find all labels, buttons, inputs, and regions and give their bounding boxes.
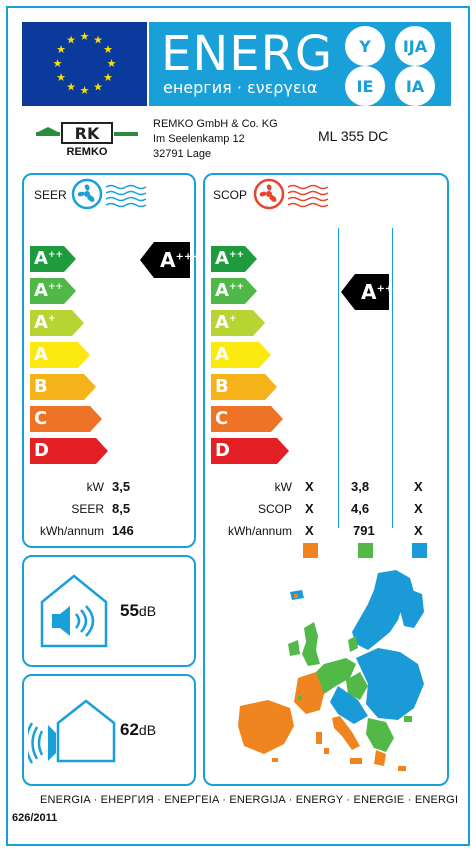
zone-average-swatch xyxy=(358,543,373,558)
svg-text:RK: RK xyxy=(75,124,100,143)
cooling-panel xyxy=(22,173,196,548)
footer-languages: ENERGIA · ЕНЕРГИЯ · ΕΝΕΡΓΕΙΑ · ENERGIJA … xyxy=(40,794,459,806)
heat-class-c-bar: C xyxy=(211,406,271,432)
heating-rating-indicator: A++ xyxy=(355,274,393,310)
regulation-number: 626/2011 xyxy=(12,812,58,824)
heat-scop-colder: X xyxy=(414,501,423,516)
supplier-city: 32791 Lage xyxy=(153,148,212,160)
heat-class-a3-bar: A+++ xyxy=(211,246,252,272)
suffix-ija: IJA xyxy=(395,26,435,66)
outdoor-noise-value: 62dB xyxy=(120,720,157,739)
eu-flag-icon: ★ ★ ★ ★ ★ ★ ★ ★ ★ ★ ★ ★ xyxy=(22,22,147,106)
class-c-bar: C xyxy=(30,406,90,432)
class-a2-bar: A++ xyxy=(30,278,64,304)
class-d-bar: D xyxy=(30,438,96,464)
europe-climate-map-icon xyxy=(228,568,428,783)
fan-heat-icon xyxy=(252,178,332,215)
remko-logo: RK REMKO xyxy=(34,119,140,159)
heat-annual-colder: X xyxy=(414,523,423,538)
outdoor-noise-panel xyxy=(22,674,196,786)
supplier-address: REMKO GmbH & Co. KG Im Seelenkamp 12 327… xyxy=(153,117,278,162)
energy-header-band: ENERG енергия · ενεργεια Y IJA IE IA xyxy=(149,22,451,106)
energy-word: ENERG xyxy=(161,26,334,82)
svg-text:★: ★ xyxy=(53,57,63,70)
svg-text:★: ★ xyxy=(56,43,66,56)
svg-text:★: ★ xyxy=(56,71,66,84)
suffix-ie: IE xyxy=(345,66,385,106)
heat-scop-average: 4,6 xyxy=(351,501,370,516)
cool-annual-label: kWh/annum xyxy=(39,524,104,538)
zone-separator xyxy=(338,228,339,528)
model-identifier: ML 355 DC xyxy=(318,128,389,144)
class-a-bar: A xyxy=(30,342,78,368)
heat-class-d-bar: D xyxy=(211,438,277,464)
class-b-bar: B xyxy=(30,374,84,400)
seer-label: SEER xyxy=(34,188,67,202)
heat-kw-colder: X xyxy=(414,479,423,494)
supplier-name: REMKO GmbH & Co. KG xyxy=(153,118,278,130)
svg-text:★: ★ xyxy=(93,34,103,47)
class-a3-bar: A+++ xyxy=(30,246,71,272)
zone-separator xyxy=(392,228,393,528)
class-a1-bar: A+ xyxy=(30,310,72,336)
label-frame xyxy=(6,6,470,846)
cool-seer-value: 8,5 xyxy=(112,501,131,516)
svg-text:★: ★ xyxy=(103,43,113,56)
scop-label: SCOP xyxy=(213,188,248,202)
heat-class-a-bar: A xyxy=(211,342,259,368)
heating-panel xyxy=(203,173,449,786)
heat-scop-label: SCOP xyxy=(257,502,292,516)
svg-text:★: ★ xyxy=(93,81,103,94)
heat-annual-warmer: X xyxy=(305,523,314,538)
suffix-y: Y xyxy=(345,26,385,66)
svg-text:★: ★ xyxy=(80,84,90,97)
svg-text:★: ★ xyxy=(107,57,117,70)
heat-class-a2-bar: A++ xyxy=(211,278,245,304)
heat-annual-label: kWh/annum xyxy=(227,524,292,538)
cool-kw-value: 3,5 xyxy=(112,479,131,494)
zone-colder-swatch xyxy=(412,543,427,558)
supplier-street: Im Seelenkamp 12 xyxy=(153,133,245,145)
heat-kw-label: kW xyxy=(274,480,292,494)
indoor-noise-panel xyxy=(22,555,196,667)
cool-annual-value: 146 xyxy=(112,523,134,538)
cool-seer-label: SEER xyxy=(71,502,104,516)
indoor-speaker-icon xyxy=(38,572,112,657)
heat-kw-warmer: X xyxy=(305,479,314,494)
svg-text:★: ★ xyxy=(66,81,76,94)
heat-class-b-bar: B xyxy=(211,374,265,400)
heat-scop-warmer: X xyxy=(305,501,314,516)
svg-text:★: ★ xyxy=(66,34,76,47)
svg-text:★: ★ xyxy=(103,71,113,84)
energy-subtitle: енергия · ενεργεια xyxy=(163,78,318,97)
outdoor-speaker-icon xyxy=(24,695,118,772)
zone-warmer-swatch xyxy=(303,543,318,558)
heat-annual-average: 791 xyxy=(353,523,375,538)
cooling-rating-indicator: A+++ xyxy=(154,242,201,278)
fan-cool-icon xyxy=(70,178,150,215)
cool-kw-label: kW xyxy=(86,480,104,494)
svg-text:★: ★ xyxy=(80,30,90,43)
heat-kw-average: 3,8 xyxy=(351,479,370,494)
indoor-noise-value: 55dB xyxy=(120,601,157,620)
suffix-ia: IA xyxy=(395,66,435,106)
logo-text: REMKO xyxy=(67,146,108,158)
heat-class-a1-bar: A+ xyxy=(211,310,253,336)
